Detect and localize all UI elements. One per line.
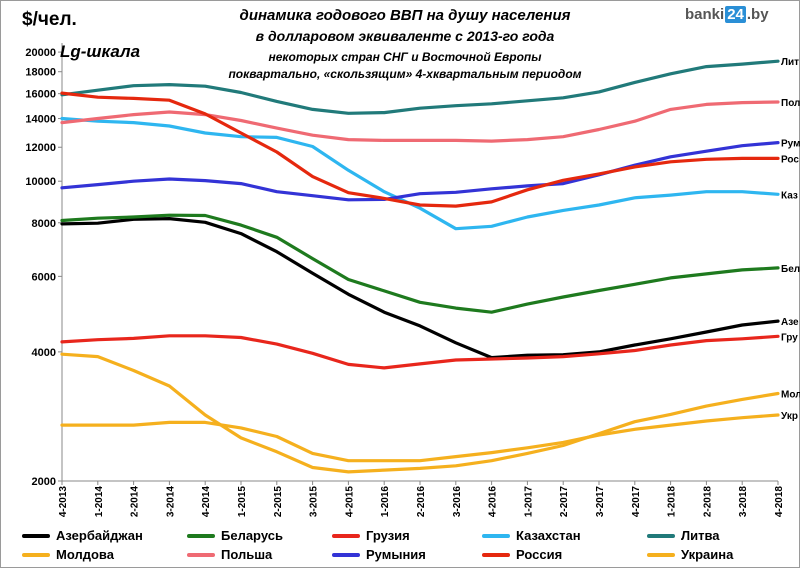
x-tick-label: 2-2016 (416, 486, 427, 518)
series-line (60, 59, 780, 115)
series-end-label: Азе (781, 317, 799, 328)
x-tick-label: 4-2018 (774, 486, 785, 518)
x-tick-label: 2-2015 (273, 486, 284, 518)
series-line (60, 100, 780, 143)
x-tick-label: 4-2013 (58, 486, 69, 518)
x-tick-label: 1-2018 (667, 486, 678, 518)
y-tick-label: 20000 (25, 47, 56, 59)
x-tick-label: 1-2017 (523, 486, 534, 518)
x-tick-label: 3-2018 (738, 486, 749, 518)
scale-note: Lg-шкала (60, 42, 141, 61)
legend-swatch (187, 533, 215, 538)
legend-item: Украина (647, 547, 733, 562)
series-line (60, 217, 780, 360)
legend-item: Молдова (22, 547, 114, 562)
series-line (60, 413, 780, 463)
legend-swatch (22, 533, 50, 538)
y-tick-label: 12000 (25, 142, 56, 154)
unit-label: $/чел. (22, 9, 77, 30)
legend-item: Казахстан (482, 528, 581, 543)
y-tick-label: 6000 (32, 271, 56, 283)
legend-label: Беларусь (221, 528, 283, 543)
legend-swatch (482, 552, 510, 557)
legend-swatch (22, 552, 50, 557)
chart-title-line3: некоторых стран СНГ и Восточной Европы (268, 50, 542, 64)
y-tick-label: 2000 (32, 476, 56, 488)
legend-item: Литва (647, 528, 720, 543)
series-line (60, 334, 780, 370)
y-tick-label: 18000 (25, 67, 56, 79)
series-end-label: Рум (781, 139, 800, 150)
brand-box: 24 (725, 6, 746, 23)
x-tick-label: 4-2014 (201, 486, 212, 518)
legend-item: Беларусь (187, 528, 283, 543)
series-end-label: Укр (781, 411, 798, 422)
legend-label: Молдова (56, 547, 114, 562)
brand-text-left: banki (685, 6, 725, 23)
chart-title-line4: поквартально, «скользящим» 4-хквартальны… (228, 67, 582, 81)
legend-label: Украина (681, 547, 734, 562)
series-end-label: Гру (781, 332, 798, 343)
legend-item: Польша (187, 547, 272, 562)
legend-label: Польша (221, 547, 273, 562)
legend-label: Азербайджан (56, 528, 143, 543)
x-tick-label: 3-2014 (165, 486, 176, 518)
legend-swatch (332, 533, 360, 538)
x-tick-label: 2-2018 (702, 486, 713, 518)
legend-item: Россия (482, 547, 562, 562)
series-line (60, 213, 780, 314)
y-tick-label: 16000 (25, 89, 56, 101)
y-tick-label: 10000 (25, 176, 56, 188)
series-line (60, 91, 780, 208)
series-line (60, 116, 780, 231)
y-tick-label: 14000 (25, 114, 56, 126)
series-end-label: Пол (781, 98, 800, 109)
legend-label: Казахстан (516, 528, 581, 543)
legend-swatch (647, 533, 675, 538)
legend-swatch (332, 552, 360, 557)
x-tick-label: 4-2017 (631, 486, 642, 518)
legend-item: Азербайджан (22, 528, 143, 543)
legend-item: Грузия (332, 528, 410, 543)
series-end-label: Лит (781, 57, 799, 68)
x-tick-label: 2-2014 (130, 486, 141, 518)
legend-label: Грузия (366, 528, 410, 543)
x-tick-label: 4-2016 (488, 486, 499, 518)
x-tick-label: 3-2016 (452, 486, 463, 518)
legend-swatch (482, 533, 510, 538)
series-end-label: Рос (781, 154, 799, 165)
chart-title-line1: динамика годового ВВП на душу населения (239, 7, 571, 24)
chart-title-line2: в долларовом эквиваленте с 2013-го года (255, 28, 555, 44)
series-line (60, 141, 780, 202)
y-tick-label: 4000 (32, 347, 56, 359)
series-end-label: Каз (781, 190, 798, 201)
legend-swatch (187, 552, 215, 557)
legend-label: Россия (516, 547, 563, 562)
legend-swatch (647, 552, 675, 557)
legend-item: Румыния (332, 547, 426, 562)
brand-logo[interactable]: banki 24 .by (685, 6, 769, 23)
x-tick-label: 2-2017 (559, 486, 570, 518)
x-tick-label: 1-2016 (380, 486, 391, 518)
x-tick-label: 4-2015 (344, 486, 355, 518)
series-end-label: Мол (781, 389, 800, 400)
brand-text-right: .by (746, 6, 769, 23)
x-tick-label: 1-2014 (94, 486, 105, 518)
y-axis-unit: $/чел. (22, 9, 77, 31)
x-tick-label: 1-2015 (237, 486, 248, 518)
legend-label: Литва (681, 528, 720, 543)
x-tick-label: 3-2017 (595, 486, 606, 518)
series-end-label: Бел (781, 264, 800, 275)
series-line (60, 352, 780, 474)
legend-label: Румыния (366, 547, 426, 562)
x-tick-label: 3-2015 (309, 486, 320, 518)
y-tick-label: 8000 (32, 218, 56, 230)
